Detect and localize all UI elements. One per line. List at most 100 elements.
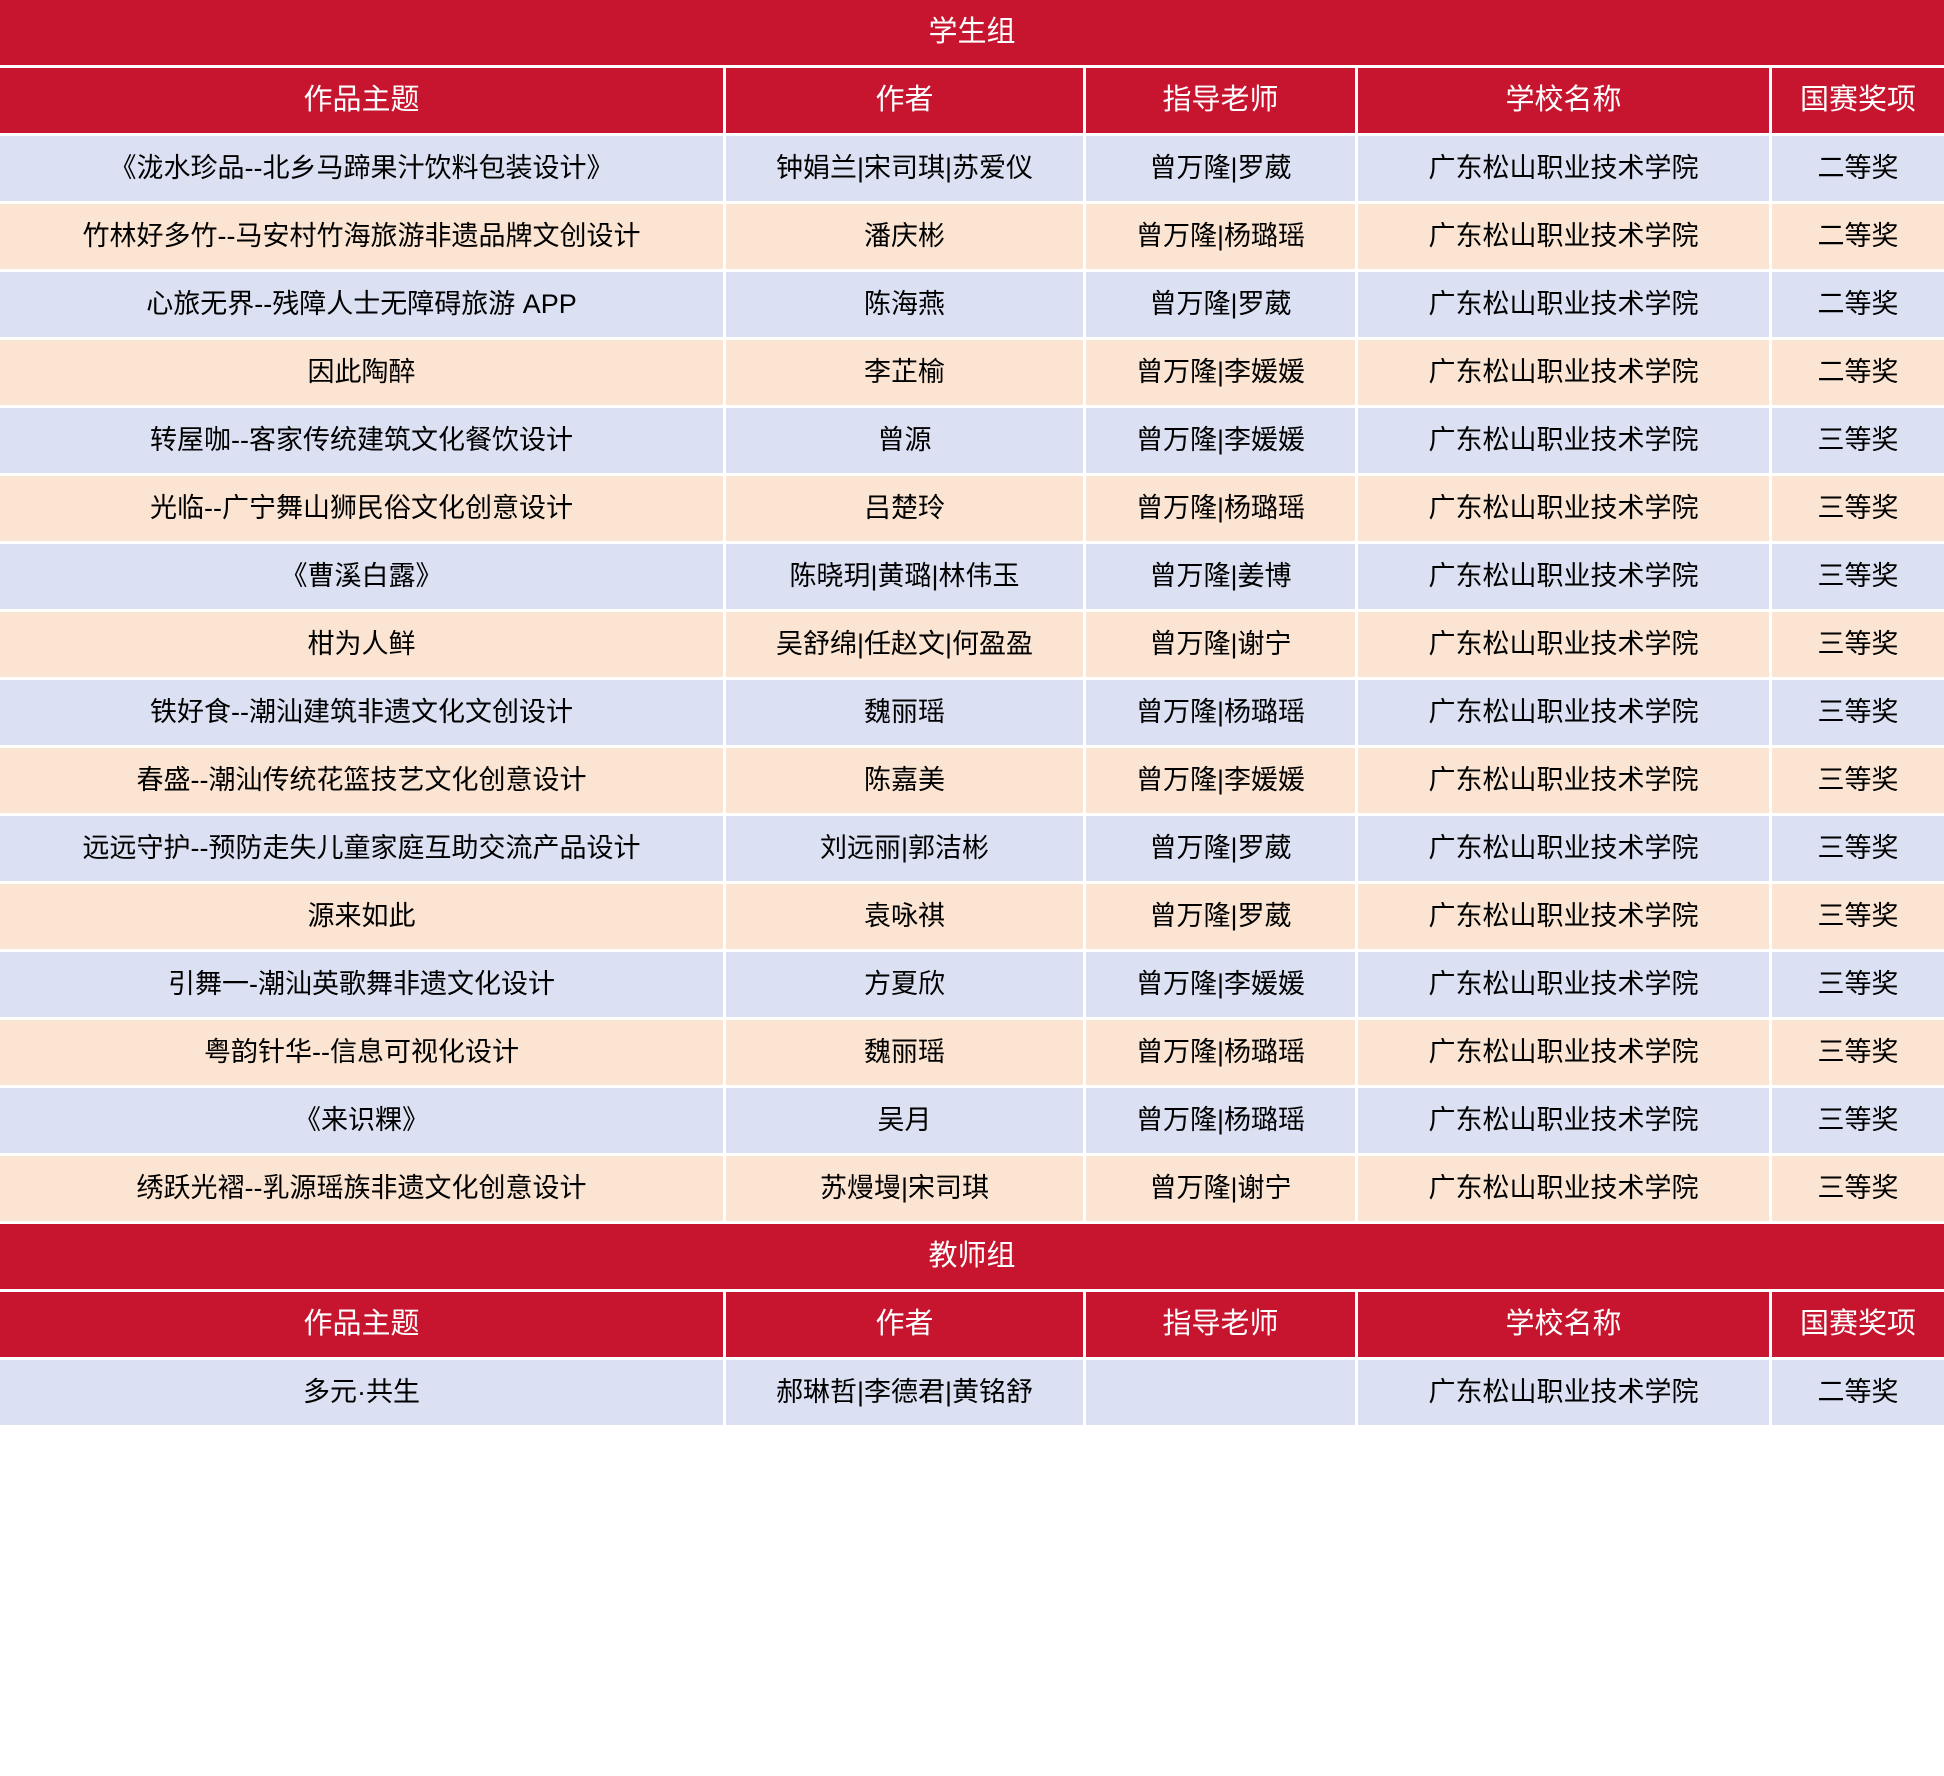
cell-advisor: 曾万隆|李媛媛 [1086,340,1358,408]
table-row: 绣跃光褶--乳源瑶族非遗文化创意设计 苏熳墁|宋司琪 曾万隆|谢宁 广东松山职业技术学… [0,1156,1944,1224]
cell-advisor: 曾万隆|杨璐瑶 [1086,204,1358,272]
table-row: 粤韵针华--信息可视化设计 魏丽瑶 曾万隆|杨璐瑶 广东松山职业技术学院 三等奖 [0,1020,1944,1088]
cell-school-name: 广东松山职业技术学院 [1358,612,1772,680]
section-banner-row: 学生组 [0,0,1944,68]
table-row: 光临--广宁舞山狮民俗文化创意设计 吕楚玲 曾万隆|杨璐瑶 广东松山职业技术学院 三等奖 [0,476,1944,544]
cell-national-award: 三等奖 [1772,408,1944,476]
cell-author: 方夏欣 [726,952,1086,1020]
cell-advisor: 曾万隆|李媛媛 [1086,748,1358,816]
cell-school-name: 广东松山职业技术学院 [1358,408,1772,476]
table-row: 引舞一-潮汕英歌舞非遗文化设计 方夏欣 曾万隆|李媛媛 广东松山职业技术学院 三等奖 [0,952,1944,1020]
cell-school-name: 广东松山职业技术学院 [1358,136,1772,204]
cell-author: 袁咏祺 [726,884,1086,952]
cell-author: 吴舒绵|任赵文|何盈盈 [726,612,1086,680]
table-row: 远远守护--预防走失儿童家庭互助交流产品设计 刘远丽|郭洁彬 曾万隆|罗葳 广东松山职… [0,816,1944,884]
column-header-school-name: 学校名称 [1358,68,1772,136]
cell-national-award: 二等奖 [1772,272,1944,340]
cell-author: 魏丽瑶 [726,680,1086,748]
cell-advisor [1086,1360,1358,1428]
column-header-advisor: 指导老师 [1086,1292,1358,1360]
cell-national-award: 二等奖 [1772,136,1944,204]
cell-advisor: 曾万隆|杨璐瑶 [1086,476,1358,544]
cell-school-name: 广东松山职业技术学院 [1358,1156,1772,1224]
table-row: 《泷水珍品--北乡马蹄果汁饮料包装设计》 钟娟兰|宋司琪|苏爱仪 曾万隆|罗葳 广东松… [0,136,1944,204]
column-header-row: 作品主题 作者 指导老师 学校名称 国赛奖项 [0,68,1944,136]
cell-advisor: 曾万隆|罗葳 [1086,136,1358,204]
cell-school-name: 广东松山职业技术学院 [1358,340,1772,408]
column-header-author: 作者 [726,1292,1086,1360]
cell-national-award: 三等奖 [1772,1156,1944,1224]
cell-national-award: 三等奖 [1772,1020,1944,1088]
cell-work-title: 多元·共生 [0,1360,726,1428]
column-header-work-title: 作品主题 [0,68,726,136]
table-row: 竹林好多竹--马安村竹海旅游非遗品牌文创设计 潘庆彬 曾万隆|杨璐瑶 广东松山职业技术… [0,204,1944,272]
cell-national-award: 三等奖 [1772,748,1944,816]
award-table-body: 学生组 作品主题 作者 指导老师 学校名称 国赛奖项 《泷水珍品--北乡马蹄果汁饮料包装设计… [0,0,1944,1428]
table-row: 铁好食--潮汕建筑非遗文化文创设计 魏丽瑶 曾万隆|杨璐瑶 广东松山职业技术学院 三等奖 [0,680,1944,748]
table-row: 柑为人鲜 吴舒绵|任赵文|何盈盈 曾万隆|谢宁 广东松山职业技术学院 三等奖 [0,612,1944,680]
column-header-advisor: 指导老师 [1086,68,1358,136]
table-row: 心旅无界--残障人士无障碍旅游 APP 陈海燕 曾万隆|罗葳 广东松山职业技术学院 二等… [0,272,1944,340]
cell-author: 陈晓玥|黄璐|林伟玉 [726,544,1086,612]
column-header-national-award: 国赛奖项 [1772,68,1944,136]
cell-work-title: 心旅无界--残障人士无障碍旅游 APP [0,272,726,340]
cell-advisor: 曾万隆|谢宁 [1086,1156,1358,1224]
cell-school-name: 广东松山职业技术学院 [1358,1088,1772,1156]
cell-author: 钟娟兰|宋司琪|苏爱仪 [726,136,1086,204]
table-row: 源来如此 袁咏祺 曾万隆|罗葳 广东松山职业技术学院 三等奖 [0,884,1944,952]
cell-author: 刘远丽|郭洁彬 [726,816,1086,884]
cell-work-title: 铁好食--潮汕建筑非遗文化文创设计 [0,680,726,748]
cell-work-title: 转屋咖--客家传统建筑文化餐饮设计 [0,408,726,476]
column-header-school-name: 学校名称 [1358,1292,1772,1360]
cell-advisor: 曾万隆|李媛媛 [1086,952,1358,1020]
cell-national-award: 三等奖 [1772,952,1944,1020]
cell-national-award: 三等奖 [1772,1088,1944,1156]
table-row: 转屋咖--客家传统建筑文化餐饮设计 曾源 曾万隆|李媛媛 广东松山职业技术学院 三等奖 [0,408,1944,476]
column-header-author: 作者 [726,68,1086,136]
cell-advisor: 曾万隆|杨璐瑶 [1086,1020,1358,1088]
cell-advisor: 曾万隆|罗葳 [1086,816,1358,884]
cell-school-name: 广东松山职业技术学院 [1358,204,1772,272]
cell-author: 苏熳墁|宋司琪 [726,1156,1086,1224]
table-row: 因此陶醉 李芷榆 曾万隆|李媛媛 广东松山职业技术学院 二等奖 [0,340,1944,408]
table-row: 春盛--潮汕传统花篮技艺文化创意设计 陈嘉美 曾万隆|李媛媛 广东松山职业技术学院 三等… [0,748,1944,816]
cell-author: 李芷榆 [726,340,1086,408]
cell-school-name: 广东松山职业技术学院 [1358,1020,1772,1088]
cell-national-award: 三等奖 [1772,680,1944,748]
cell-advisor: 曾万隆|杨璐瑶 [1086,1088,1358,1156]
cell-work-title: 粤韵针华--信息可视化设计 [0,1020,726,1088]
cell-author: 郝琳哲|李德君|黄铭舒 [726,1360,1086,1428]
cell-author: 魏丽瑶 [726,1020,1086,1088]
column-header-national-award: 国赛奖项 [1772,1292,1944,1360]
cell-national-award: 三等奖 [1772,476,1944,544]
table-row: 《曹溪白露》 陈晓玥|黄璐|林伟玉 曾万隆|姜博 广东松山职业技术学院 三等奖 [0,544,1944,612]
cell-author: 曾源 [726,408,1086,476]
cell-work-title: 源来如此 [0,884,726,952]
cell-school-name: 广东松山职业技术学院 [1358,680,1772,748]
cell-advisor: 曾万隆|罗葳 [1086,272,1358,340]
cell-advisor: 曾万隆|杨璐瑶 [1086,680,1358,748]
cell-school-name: 广东松山职业技术学院 [1358,544,1772,612]
cell-author: 吕楚玲 [726,476,1086,544]
cell-work-title: 《泷水珍品--北乡马蹄果汁饮料包装设计》 [0,136,726,204]
cell-school-name: 广东松山职业技术学院 [1358,748,1772,816]
cell-work-title: 引舞一-潮汕英歌舞非遗文化设计 [0,952,726,1020]
cell-national-award: 二等奖 [1772,340,1944,408]
cell-school-name: 广东松山职业技术学院 [1358,1360,1772,1428]
cell-advisor: 曾万隆|姜博 [1086,544,1358,612]
section-banner-1: 教师组 [0,1224,1944,1292]
cell-national-award: 二等奖 [1772,1360,1944,1428]
cell-author: 陈海燕 [726,272,1086,340]
cell-work-title: 春盛--潮汕传统花篮技艺文化创意设计 [0,748,726,816]
cell-school-name: 广东松山职业技术学院 [1358,952,1772,1020]
cell-work-title: 柑为人鲜 [0,612,726,680]
cell-school-name: 广东松山职业技术学院 [1358,476,1772,544]
column-header-work-title: 作品主题 [0,1292,726,1360]
cell-author: 吴月 [726,1088,1086,1156]
cell-national-award: 三等奖 [1772,544,1944,612]
section-banner-0: 学生组 [0,0,1944,68]
column-header-row: 作品主题 作者 指导老师 学校名称 国赛奖项 [0,1292,1944,1360]
cell-national-award: 二等奖 [1772,204,1944,272]
cell-national-award: 三等奖 [1772,612,1944,680]
cell-work-title: 竹林好多竹--马安村竹海旅游非遗品牌文创设计 [0,204,726,272]
